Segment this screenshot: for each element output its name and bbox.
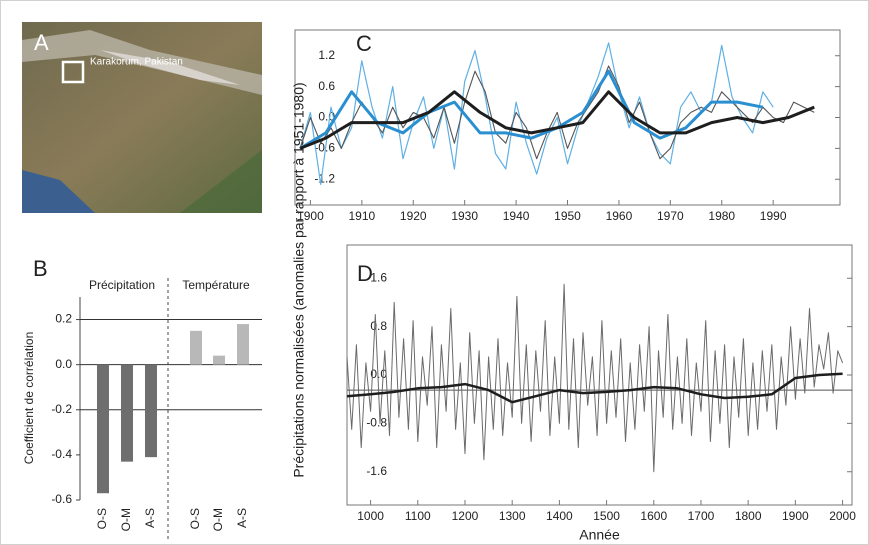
map-annotation: Karakorum, Pakistan xyxy=(90,57,183,68)
y-tick-label: 1.2 xyxy=(318,48,335,62)
group-label: Précipitation xyxy=(89,278,155,292)
x-tick-label: A-S xyxy=(143,508,157,528)
map-marker xyxy=(61,60,85,84)
x-tick-label: O-S xyxy=(188,508,202,529)
x-tick-label: O-M xyxy=(119,508,133,531)
x-tick-label: 1900 xyxy=(297,209,324,223)
x-tick-label: 1000 xyxy=(357,509,384,523)
y-tick-label: -0.2 xyxy=(51,402,72,416)
bar xyxy=(213,355,225,365)
y-axis-label: Précipitations normalisées (anomalies pa… xyxy=(291,82,307,477)
plot-frame xyxy=(294,29,841,206)
y-tick-label: -0.4 xyxy=(51,447,72,461)
y-tick-label: 0.0 xyxy=(318,110,335,124)
y-tick-label: 0.8 xyxy=(370,319,387,333)
y-tick-label: -1.2 xyxy=(314,171,335,185)
y-axis-label: Coefficient de corrélation xyxy=(22,332,36,465)
x-tick-label: A-S xyxy=(235,508,249,528)
y-tick-label: 1.6 xyxy=(370,270,387,284)
x-tick-label: 1400 xyxy=(546,509,573,523)
panel-label: D xyxy=(357,261,373,286)
y-tick-label: -0.6 xyxy=(51,492,72,506)
y-tick-label: -1.6 xyxy=(366,464,387,478)
x-tick-label: 1900 xyxy=(782,509,809,523)
series-line xyxy=(346,372,843,404)
y-tick-label: 0.0 xyxy=(55,357,72,371)
x-tick-label: 1950 xyxy=(554,209,581,223)
x-tick-label: 1940 xyxy=(503,209,530,223)
x-tick-label: 1970 xyxy=(657,209,684,223)
x-tick-label: 1980 xyxy=(708,209,735,223)
x-axis-label: Année xyxy=(579,527,620,543)
map-vegetation xyxy=(180,150,262,213)
series-line xyxy=(346,283,844,473)
y-tick-label: 0.6 xyxy=(318,79,335,93)
x-tick-label: 1920 xyxy=(400,209,427,223)
bar xyxy=(121,364,133,462)
y-tick-label: -0.6 xyxy=(314,141,335,155)
x-tick-label: 1600 xyxy=(640,509,667,523)
map-snow xyxy=(100,50,240,85)
y-tick-label: 0.2 xyxy=(55,312,72,326)
x-tick-label: 1990 xyxy=(760,209,787,223)
x-tick-label: 1500 xyxy=(593,509,620,523)
series-line xyxy=(299,69,764,150)
map-panel xyxy=(22,22,262,213)
x-tick-label: 1200 xyxy=(452,509,479,523)
panel-label: B xyxy=(33,256,48,281)
x-tick-label: O-M xyxy=(211,508,225,531)
x-tick-label: 1300 xyxy=(499,509,526,523)
x-tick-label: 1960 xyxy=(606,209,633,223)
group-label: Température xyxy=(182,278,250,292)
series-line xyxy=(299,90,815,150)
x-tick-label: 1930 xyxy=(451,209,478,223)
bar xyxy=(145,364,157,458)
y-tick-label: -0.8 xyxy=(366,416,387,430)
series-line xyxy=(299,65,815,160)
panel-label: A xyxy=(34,30,49,55)
x-tick-label: 1100 xyxy=(405,509,431,523)
x-tick-label: O-S xyxy=(95,508,109,529)
x-tick-label: 1700 xyxy=(688,509,715,523)
panel-label: C xyxy=(356,31,372,56)
bar xyxy=(190,330,202,365)
bar xyxy=(97,364,109,494)
map-sea xyxy=(22,170,95,213)
x-tick-label: 1800 xyxy=(735,509,762,523)
x-tick-label: 2000 xyxy=(829,509,856,523)
bar xyxy=(237,324,249,365)
x-tick-label: 1910 xyxy=(348,209,375,223)
